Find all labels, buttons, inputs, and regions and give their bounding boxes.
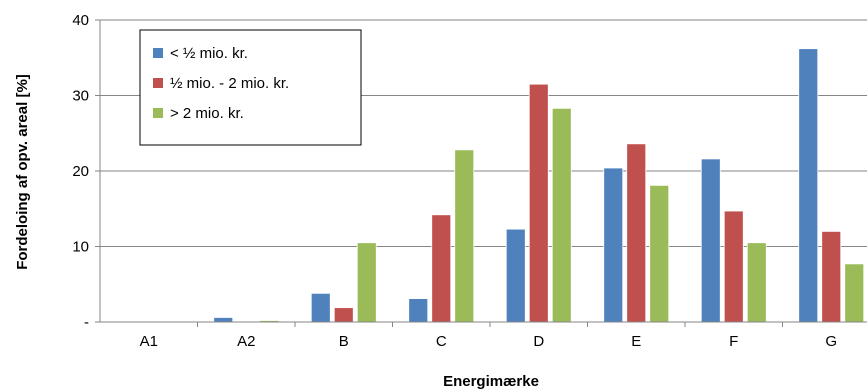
legend-swatch <box>153 78 163 88</box>
bars <box>213 48 865 323</box>
bar <box>505 228 526 323</box>
y-tick-label: 40 <box>72 12 89 29</box>
bar <box>454 149 475 323</box>
bar <box>408 298 429 323</box>
legend-swatch <box>153 108 163 118</box>
legend-box <box>139 29 362 146</box>
x-axis-title: Energimærke <box>443 373 539 389</box>
x-tick-label: G <box>825 333 837 350</box>
bar <box>310 292 331 323</box>
legend-label: ½ mio. - 2 mio. kr. <box>170 75 289 92</box>
y-axis-title: Fordeloing af opv. areal [%] <box>14 74 31 270</box>
x-tick-label: C <box>436 333 447 350</box>
bar <box>700 158 721 323</box>
x-tick-label: F <box>729 333 738 350</box>
bar <box>649 184 670 323</box>
x-tick-labels: A1 A2 B C D E F G <box>140 333 838 350</box>
x-tick-label: A1 <box>140 333 158 350</box>
bar <box>746 242 767 323</box>
x-tick-label: A2 <box>237 333 255 350</box>
axes <box>99 20 867 327</box>
bar <box>844 263 865 323</box>
bar <box>821 230 842 323</box>
legend-swatch <box>153 48 163 58</box>
bar <box>528 83 549 323</box>
x-tick-label: D <box>533 333 544 350</box>
y-tick-label: 10 <box>72 239 89 256</box>
bar <box>333 307 354 323</box>
legend-label: < ½ mio. kr. <box>170 45 248 62</box>
bar <box>213 317 234 323</box>
bar <box>431 214 452 323</box>
bar <box>723 210 744 323</box>
legend: < ½ mio. kr. ½ mio. - 2 mio. kr. > 2 mio. … <box>139 29 362 146</box>
bar <box>551 107 572 323</box>
bar <box>626 143 647 323</box>
legend-label: > 2 mio. kr. <box>170 105 244 122</box>
y-tick-label: - <box>84 314 89 331</box>
bar <box>798 48 819 323</box>
bar <box>356 242 377 323</box>
x-tick-label: E <box>631 333 641 350</box>
x-tick-label: B <box>339 333 349 350</box>
bar <box>603 167 624 323</box>
y-tick-labels: - 10 20 30 40 <box>72 12 89 331</box>
y-tick-label: 30 <box>72 88 89 105</box>
y-tick-label: 20 <box>72 163 89 180</box>
